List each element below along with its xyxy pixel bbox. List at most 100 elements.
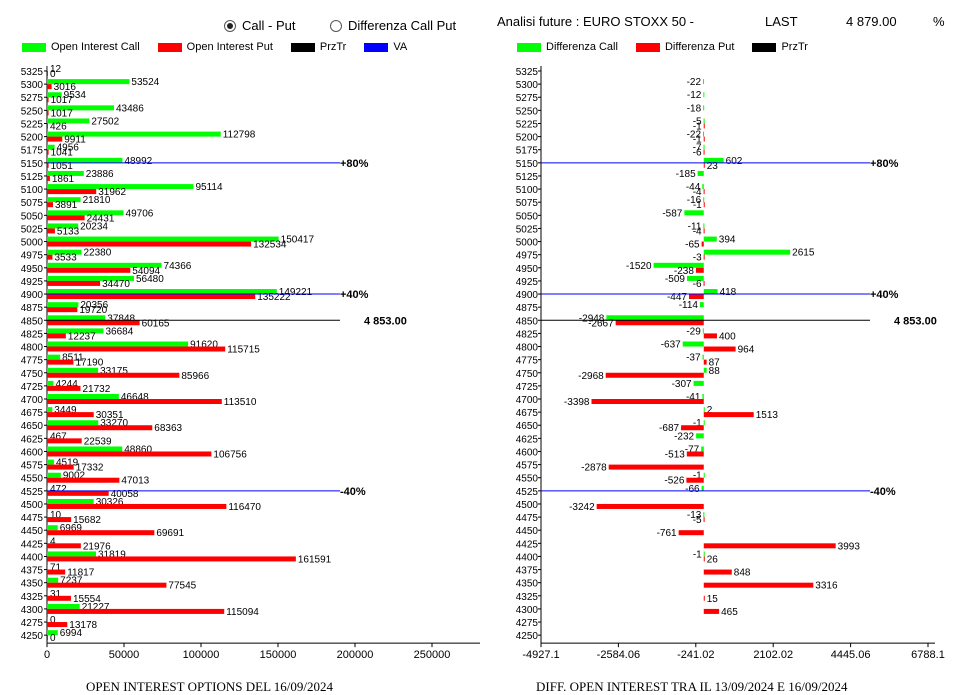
bar-value-label: 33175 bbox=[100, 366, 128, 377]
y-tick-label: 4300 bbox=[516, 605, 539, 616]
call-bar bbox=[47, 197, 81, 203]
put-bar bbox=[703, 162, 705, 168]
bar-value-label: -307 bbox=[672, 379, 692, 390]
call-bar bbox=[47, 354, 61, 360]
call-bar bbox=[47, 446, 123, 452]
marker-label: +80% bbox=[870, 158, 899, 170]
y-tick-label: 5275 bbox=[516, 93, 539, 104]
bar-value-label: 2615 bbox=[792, 248, 815, 259]
call-bar bbox=[47, 328, 104, 334]
bar-value-label: -12 bbox=[687, 90, 702, 101]
y-tick-label: 5050 bbox=[516, 211, 539, 222]
put-bar bbox=[686, 451, 704, 457]
bar-value-label: 1041 bbox=[51, 148, 74, 159]
legend-swatch bbox=[752, 42, 777, 52]
put-bar bbox=[47, 438, 82, 444]
call-bar bbox=[684, 210, 704, 216]
last-label: LAST bbox=[765, 14, 798, 29]
call-bar bbox=[47, 577, 59, 583]
radio-differenza[interactable]: Differenza Call Put bbox=[330, 18, 456, 33]
call-bar bbox=[47, 144, 55, 150]
y-tick-label: 4475 bbox=[21, 513, 44, 524]
put-bar bbox=[47, 359, 74, 365]
put-bar bbox=[47, 595, 71, 601]
y-tick-label: 4350 bbox=[516, 579, 539, 590]
put-bar bbox=[47, 622, 68, 628]
bar-value-label: -3 bbox=[693, 253, 702, 264]
x-tick-label: -241.02 bbox=[677, 649, 714, 661]
call-bar bbox=[703, 249, 791, 255]
bar-value-label: 20356 bbox=[80, 300, 108, 311]
call-bar bbox=[703, 512, 705, 518]
call-bar bbox=[703, 551, 705, 557]
call-bar bbox=[703, 289, 718, 295]
bar-value-label: -13 bbox=[687, 510, 702, 521]
bar-value-label: 3449 bbox=[54, 405, 77, 416]
bar-value-label: -66 bbox=[685, 484, 700, 495]
put-bar bbox=[608, 464, 704, 470]
bar-value-label: 30351 bbox=[96, 410, 124, 421]
y-tick-label: 5275 bbox=[21, 93, 44, 104]
legend-item-va: VA bbox=[364, 41, 407, 53]
put-bar bbox=[703, 412, 754, 418]
call-bar bbox=[702, 394, 704, 399]
call-bar bbox=[693, 380, 704, 386]
call-bar bbox=[703, 144, 705, 150]
y-tick-label: 5300 bbox=[516, 80, 539, 91]
bar-value-label: 0 bbox=[50, 615, 56, 626]
call-bar bbox=[697, 170, 704, 176]
bar-value-label: -1520 bbox=[626, 261, 652, 272]
bar-value-label: 8511 bbox=[62, 353, 84, 364]
bar-value-label: 21732 bbox=[82, 384, 110, 395]
put-bar bbox=[47, 110, 49, 116]
y-tick-label: 4650 bbox=[21, 421, 44, 432]
y-tick-label: 4750 bbox=[516, 369, 539, 380]
bar-value-label: 3993 bbox=[838, 541, 861, 552]
call-bar bbox=[703, 92, 705, 98]
bar-value-label: 12 bbox=[50, 64, 62, 75]
bar-value-label: 3533 bbox=[54, 253, 77, 264]
y-tick-label: 4900 bbox=[516, 290, 539, 301]
bar-value-label: 7237 bbox=[60, 576, 83, 587]
bar-value-label: 3891 bbox=[55, 200, 78, 211]
y-tick-label: 4875 bbox=[516, 303, 539, 314]
call-bar bbox=[606, 315, 704, 321]
put-bar bbox=[47, 399, 222, 404]
marker-label: -40% bbox=[870, 486, 896, 498]
x-tick-label: 4445.06 bbox=[831, 649, 871, 661]
call-bar bbox=[703, 157, 724, 163]
call-bar bbox=[47, 538, 48, 544]
y-tick-label: 4500 bbox=[516, 500, 539, 511]
call-bar bbox=[47, 210, 124, 216]
bar-value-label: 9911 bbox=[64, 135, 86, 146]
put-bar bbox=[47, 228, 55, 234]
put-bar bbox=[47, 202, 53, 208]
bar-value-label: 602 bbox=[726, 156, 743, 167]
x-tick-label: -4927.1 bbox=[522, 649, 559, 661]
bar-value-label: 21976 bbox=[83, 541, 111, 552]
radio-call-put[interactable]: Call - Put bbox=[224, 18, 295, 33]
y-tick-label: 4875 bbox=[21, 303, 44, 314]
y-tick-label: 4700 bbox=[516, 395, 539, 406]
call-bar bbox=[47, 79, 130, 85]
bar-value-label: -637 bbox=[661, 340, 681, 351]
y-tick-label: 4925 bbox=[516, 277, 539, 288]
bar-value-label: -7 bbox=[693, 143, 702, 154]
call-bar bbox=[47, 105, 114, 111]
put-bar bbox=[47, 425, 153, 431]
x-tick-label: 150000 bbox=[260, 649, 297, 661]
call-bar bbox=[47, 459, 54, 465]
bar-value-label: 15 bbox=[707, 594, 719, 605]
put-bar bbox=[47, 503, 227, 509]
call-bar bbox=[699, 302, 704, 308]
call-bar bbox=[703, 79, 705, 85]
put-bar bbox=[688, 294, 704, 300]
put-bar bbox=[47, 280, 101, 286]
bar-value-label: 21227 bbox=[82, 602, 110, 613]
bar-value-label: 1017 bbox=[51, 108, 74, 119]
y-tick-label: 5025 bbox=[516, 224, 539, 235]
call-bar bbox=[703, 420, 705, 426]
y-tick-label: 5325 bbox=[516, 67, 539, 78]
legend-label: Differenza Put bbox=[664, 41, 735, 53]
